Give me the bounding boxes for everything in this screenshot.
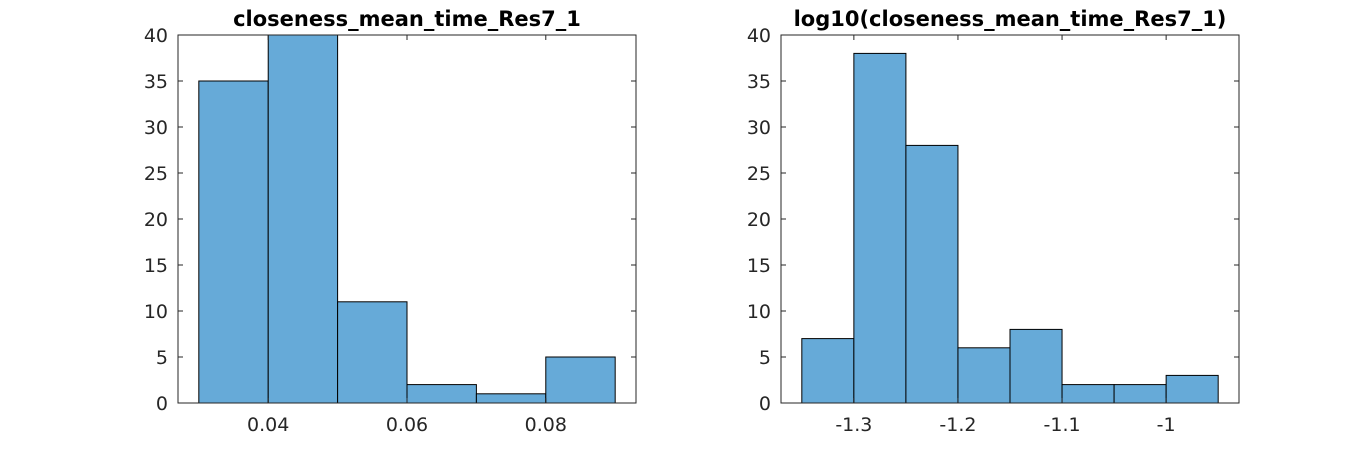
y-tick-label: 25 bbox=[144, 163, 168, 185]
x-tick-label: -1.2 bbox=[939, 414, 976, 436]
histogram-bar bbox=[801, 338, 855, 404]
y-tick-label: 30 bbox=[747, 117, 771, 139]
y-tick-label: 35 bbox=[144, 71, 168, 93]
histogram-bar bbox=[1113, 384, 1167, 404]
histogram-bar bbox=[267, 34, 339, 404]
histogram-closeness-mean-time: 0 5 10 15 20 25 30 35 40 0.04 0.06 0.08 closeness_me… bbox=[144, 7, 637, 436]
histogram-bar bbox=[905, 144, 959, 404]
histogram-bar bbox=[475, 393, 547, 404]
histogram-bar bbox=[1061, 384, 1115, 404]
y-tick-label: 30 bbox=[144, 117, 168, 139]
histogram-bar bbox=[337, 301, 408, 404]
y-tick-label: 20 bbox=[747, 209, 771, 231]
histogram-bar bbox=[1009, 328, 1063, 404]
histogram-bar bbox=[545, 356, 616, 404]
histogram-bar bbox=[198, 80, 269, 404]
y-tick-label: 0 bbox=[156, 393, 168, 415]
y-tick-label: 15 bbox=[144, 255, 168, 277]
x-tick-label: 0.06 bbox=[386, 414, 428, 436]
y-tick-label: 15 bbox=[747, 255, 771, 277]
x-tick-label: -1.1 bbox=[1044, 414, 1081, 436]
histogram-bar bbox=[853, 52, 907, 404]
histogram-bar bbox=[406, 384, 477, 404]
histogram-log10-closeness-mean-time: 0 5 10 15 20 25 30 35 40 -1.3 -1.2 -1.1 -1 log10(clos… bbox=[747, 7, 1240, 436]
chart-title: log10(closeness_mean_time_Res7_1) bbox=[794, 7, 1227, 31]
y-tick-label: 20 bbox=[144, 209, 168, 231]
y-tick-label: 35 bbox=[747, 71, 771, 93]
x-tick-label: -1 bbox=[1157, 414, 1176, 436]
x-tick-label: -1.3 bbox=[835, 414, 872, 436]
chart-title: closeness_mean_time_Res7_1 bbox=[233, 7, 581, 31]
y-tick-label: 10 bbox=[144, 301, 168, 323]
histogram-bar bbox=[1165, 374, 1219, 404]
x-tick-label: 0.08 bbox=[525, 414, 567, 436]
y-tick-label: 25 bbox=[747, 163, 771, 185]
y-tick-label: 5 bbox=[759, 347, 771, 369]
y-tick-label: 0 bbox=[759, 393, 771, 415]
y-tick-label: 40 bbox=[144, 25, 168, 47]
y-tick-label: 5 bbox=[156, 347, 168, 369]
y-tick-label: 40 bbox=[747, 25, 771, 47]
x-tick-label: 0.04 bbox=[247, 414, 289, 436]
histogram-bar bbox=[957, 347, 1011, 404]
y-tick-label: 10 bbox=[747, 301, 771, 323]
